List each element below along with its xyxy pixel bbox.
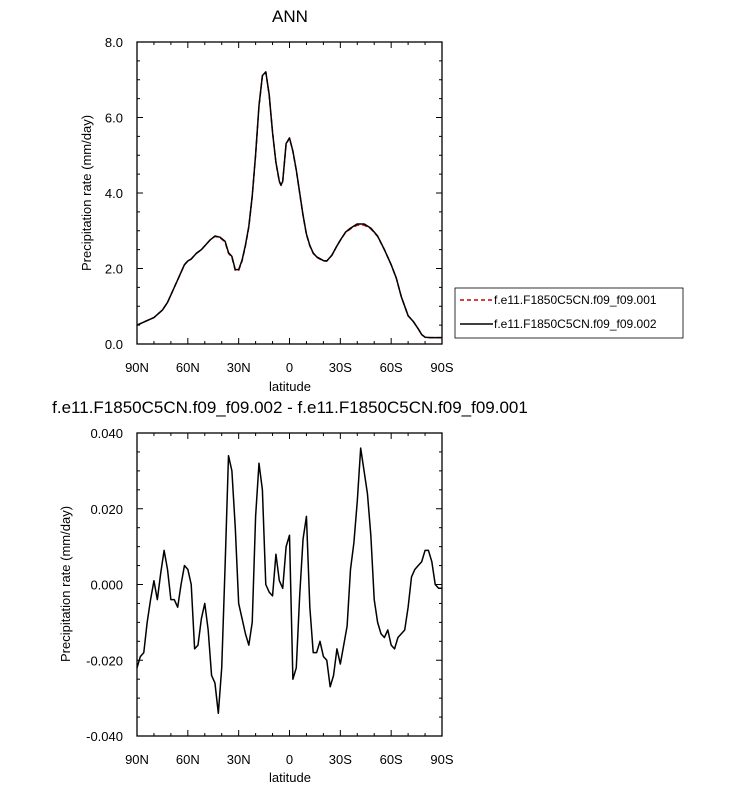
x-tick-label: 60N <box>176 360 200 375</box>
y-tick-label: 4.0 <box>105 186 123 201</box>
x-tick-label: 90N <box>125 360 149 375</box>
top-y-axis-label: Precipitation rate (mm/day) <box>79 115 94 271</box>
y-tick-label: 8.0 <box>105 35 123 50</box>
y-tick-label: 0.020 <box>90 502 123 517</box>
bottom-axis-ticks <box>136 432 443 737</box>
x-tick-label: 60N <box>176 752 200 767</box>
bottom-series-lines <box>136 447 442 715</box>
legend-label-002: f.e11.F1850C5CN.f09_f09.002 <box>494 317 657 331</box>
legend: f.e11.F1850C5CN.f09_f09.001 f.e11.F1850C… <box>454 287 684 339</box>
bottom-axis-tick-labels: 90N 60N 30N 0 30S 60S 90S -0.040 -0.020 0.000 0.02… <box>86 426 454 767</box>
x-tick-label: 30N <box>227 752 251 767</box>
y-tick-label: 0.040 <box>90 426 123 441</box>
series-line-f.e11.F1850C5CN.f09_f09.002 <box>136 71 442 339</box>
bottom-x-axis-label: latitude <box>269 770 311 785</box>
y-tick-label: -0.040 <box>86 729 123 744</box>
x-tick-label: 90S <box>430 752 453 767</box>
y-tick-label: 2.0 <box>105 262 123 277</box>
y-tick-label: 0.0 <box>105 337 123 352</box>
top-axis-ticks <box>136 41 443 345</box>
top-chart-panel: ANN 90N 60N 30N 0 30S 60S 90S 0.0 2.0 4.0 6.0 8.0 l… <box>79 7 454 394</box>
x-tick-label: 30S <box>329 752 352 767</box>
legend-box <box>454 287 684 339</box>
top-x-axis-label: latitude <box>269 379 311 394</box>
bottom-chart-panel: f.e11.F1850C5CN.f09_f09.002 - f.e11.F185… <box>52 398 528 785</box>
x-tick-label: 90S <box>430 360 453 375</box>
x-tick-label: 90N <box>125 752 149 767</box>
top-chart-title: ANN <box>272 7 308 26</box>
bottom-plot-frame <box>136 432 443 737</box>
y-tick-label: 0.000 <box>90 578 123 593</box>
x-tick-label: 30N <box>227 360 251 375</box>
top-series-lines <box>136 71 442 339</box>
x-tick-label: 60S <box>380 360 403 375</box>
top-plot-frame <box>136 41 443 345</box>
top-axis-tick-labels: 90N 60N 30N 0 30S 60S 90S 0.0 2.0 4.0 6.0 8.0 <box>105 35 454 375</box>
series-line-f.e11.F1850C5CN.f09_f09.001 <box>136 71 442 339</box>
x-tick-label: 0 <box>286 360 293 375</box>
bottom-y-axis-label: Precipitation rate (mm/day) <box>58 506 73 662</box>
x-tick-label: 0 <box>286 752 293 767</box>
series-line-difference <box>136 447 442 715</box>
x-tick-label: 30S <box>329 360 352 375</box>
x-tick-label: 60S <box>380 752 403 767</box>
y-tick-label: -0.020 <box>86 653 123 668</box>
legend-label-001: f.e11.F1850C5CN.f09_f09.001 <box>494 293 657 307</box>
y-tick-label: 6.0 <box>105 111 123 126</box>
bottom-chart-title: f.e11.F1850C5CN.f09_f09.002 - f.e11.F185… <box>52 398 528 417</box>
